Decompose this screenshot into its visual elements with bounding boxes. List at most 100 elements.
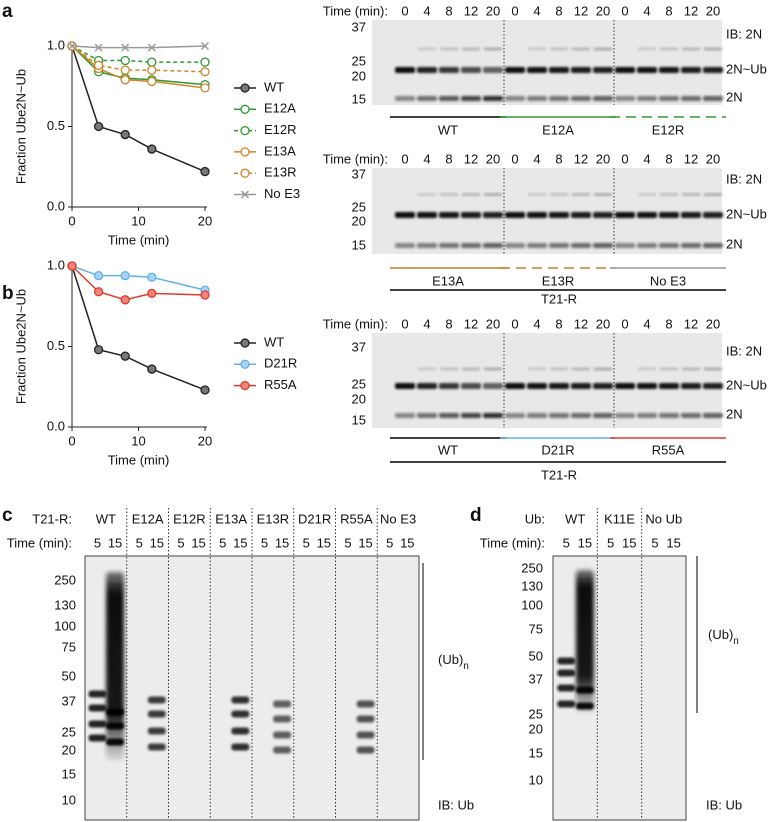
marker (120, 129, 130, 140)
lane-time: 15 (191, 535, 205, 550)
lane-time: 0 (511, 3, 518, 18)
band (483, 243, 503, 248)
group-label: E13R (257, 511, 290, 526)
band (682, 193, 700, 196)
band (461, 243, 481, 248)
series-line (71, 265, 206, 291)
lane-time: 5 (607, 535, 614, 550)
mw-label: 100 (54, 618, 76, 633)
band (572, 367, 590, 371)
band (549, 212, 569, 218)
band (461, 413, 481, 418)
band (594, 367, 612, 371)
legend-marker (240, 83, 250, 93)
band-label: IB: 2N (726, 343, 762, 358)
band (703, 383, 723, 389)
band (659, 413, 679, 418)
band (681, 383, 701, 389)
band (571, 243, 591, 248)
band (659, 243, 679, 248)
marker (93, 121, 104, 132)
lane-time: 15 (578, 535, 592, 550)
legend-marker (240, 338, 250, 348)
lane-time: 5 (386, 535, 393, 550)
group-label: No E3 (650, 273, 686, 288)
band (557, 700, 576, 708)
x-tick-label: 10 (131, 433, 145, 448)
marker (93, 287, 104, 297)
mw-label: 25 (529, 706, 543, 721)
blot-background (372, 168, 722, 254)
legend-label: R55A (264, 377, 297, 392)
mw-label: 20 (352, 213, 366, 228)
legend-label: WT (264, 334, 284, 349)
group-label: D21R (298, 511, 331, 526)
band (356, 731, 375, 739)
legend-marker (240, 104, 250, 114)
band (417, 413, 437, 418)
y-tick-label: 0.5 (47, 118, 65, 133)
group-label: E13A (215, 511, 247, 526)
lane-time: 5 (219, 535, 226, 550)
marker (121, 43, 130, 52)
mw-label: 50 (529, 648, 543, 663)
lane-time: 4 (643, 3, 650, 18)
band (106, 722, 125, 730)
lane-time: 20 (596, 151, 610, 166)
group-label: E12A (542, 122, 574, 137)
band (572, 193, 590, 196)
group-label: R55A (340, 511, 373, 526)
marker (147, 65, 157, 75)
band (461, 67, 481, 73)
mw-label: 15 (62, 766, 76, 781)
band (483, 96, 503, 101)
group-label: WT (96, 511, 116, 526)
band (231, 743, 250, 751)
band (527, 212, 547, 218)
band (571, 212, 591, 218)
legend-label: E12R (264, 122, 297, 137)
lane-time: 0 (401, 3, 408, 18)
marker (200, 83, 210, 93)
band (462, 47, 480, 51)
band (659, 67, 679, 73)
y-tick-label: 1.0 (47, 37, 65, 52)
time-label: Time (min): (323, 151, 388, 166)
band (594, 47, 612, 51)
band (572, 47, 590, 51)
mw-label: 15 (352, 91, 366, 106)
band (88, 704, 107, 712)
band (594, 193, 612, 196)
lane-time: 4 (643, 151, 650, 166)
band (273, 700, 292, 708)
band (549, 413, 569, 418)
band (637, 383, 657, 389)
band (593, 212, 613, 218)
band (637, 243, 657, 248)
mw-label: 10 (529, 772, 543, 787)
band (593, 383, 613, 389)
panel-label: b (2, 283, 14, 304)
group-label: E12A (132, 511, 164, 526)
smear (106, 572, 125, 760)
band (484, 47, 502, 51)
lane-time: 5 (177, 535, 184, 550)
bracket-label: T21-R (541, 467, 577, 482)
smear-label: (Ub)n (438, 652, 469, 671)
smear-label-base: (Ub) (438, 652, 463, 667)
band (682, 367, 700, 371)
marker (200, 41, 210, 51)
lane-time: 15 (666, 535, 680, 550)
legend-label: E12A (264, 101, 296, 116)
band (681, 413, 701, 418)
band (505, 67, 525, 73)
band-label: IB: 2N (726, 26, 762, 41)
mw-label: 75 (529, 621, 543, 636)
smear-label-sub: n (733, 636, 739, 647)
lane-time: 4 (533, 151, 540, 166)
marker (200, 67, 210, 77)
band (505, 383, 525, 389)
band-label: 2N~Ub (726, 61, 767, 76)
lane-time: 12 (684, 3, 698, 18)
